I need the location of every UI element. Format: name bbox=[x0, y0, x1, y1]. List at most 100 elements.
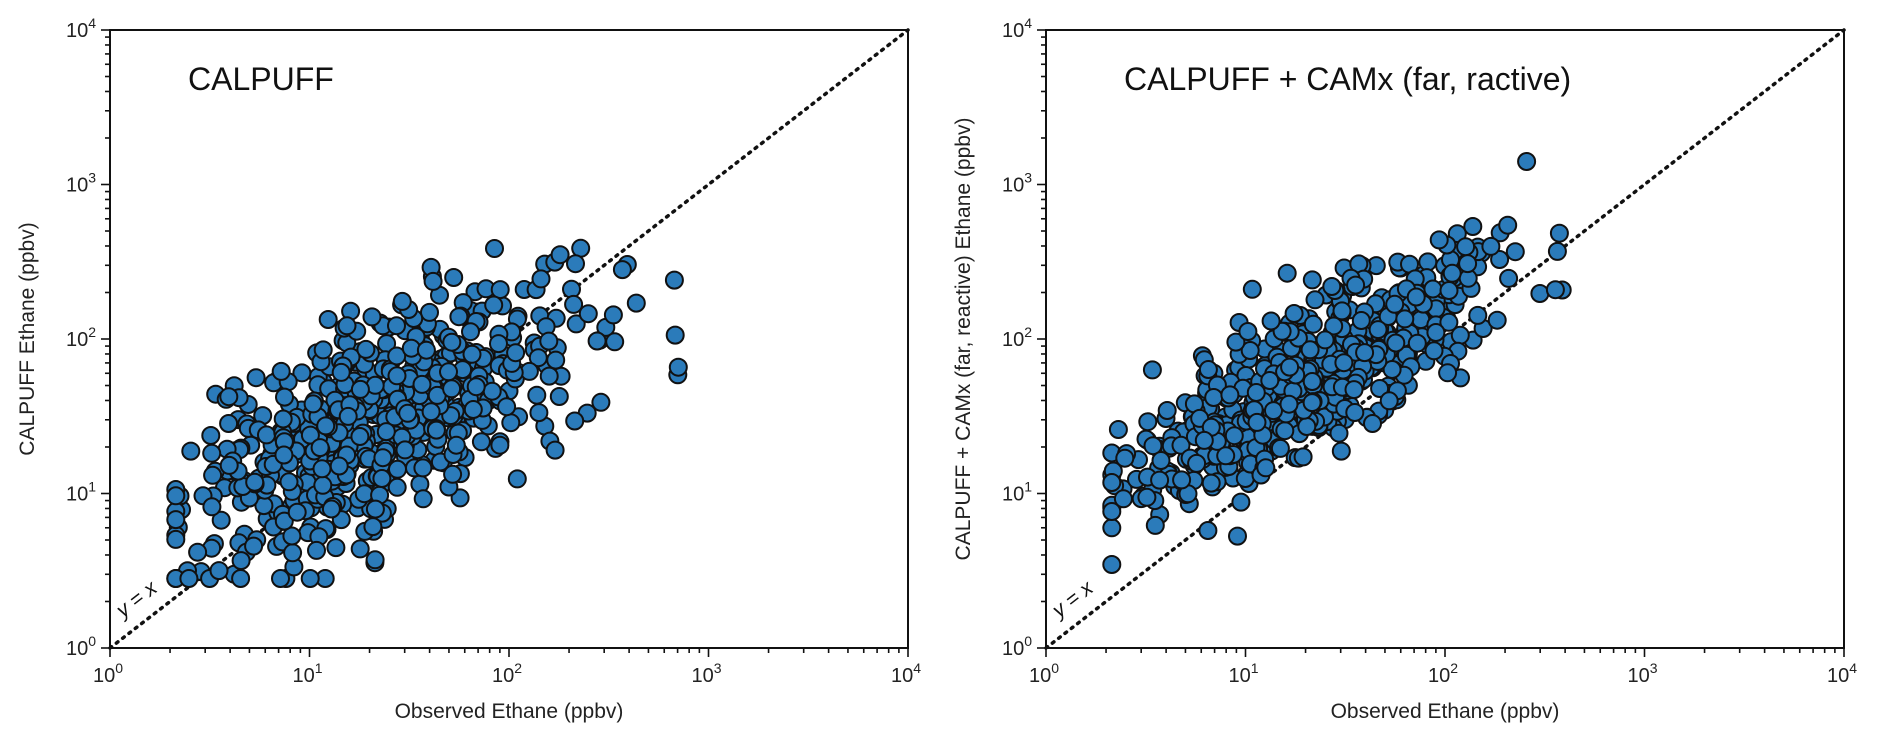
data-point bbox=[482, 381, 502, 401]
data-point bbox=[539, 331, 559, 351]
data-point bbox=[413, 489, 433, 509]
data-point bbox=[282, 526, 302, 546]
data-point bbox=[1439, 312, 1459, 332]
data-point bbox=[1530, 284, 1550, 303]
data-point bbox=[1346, 275, 1366, 295]
data-point bbox=[300, 425, 320, 445]
data-point bbox=[566, 314, 586, 334]
y-tick-label: 100 bbox=[66, 633, 96, 660]
data-point bbox=[506, 343, 526, 363]
data-point bbox=[372, 469, 392, 488]
data-point bbox=[316, 416, 336, 436]
data-point bbox=[1438, 363, 1458, 383]
data-point bbox=[244, 536, 264, 556]
data-point bbox=[612, 260, 632, 280]
data-point bbox=[271, 361, 291, 381]
data-point bbox=[1407, 333, 1427, 353]
data-point bbox=[1344, 380, 1364, 400]
x-tick-label: 103 bbox=[1627, 660, 1657, 687]
data-point bbox=[1458, 254, 1478, 274]
data-point bbox=[1302, 270, 1322, 290]
data-point bbox=[271, 569, 290, 588]
data-point bbox=[202, 443, 222, 463]
panel-title: CALPUFF bbox=[188, 61, 334, 97]
data-point bbox=[246, 368, 266, 388]
data-point bbox=[1115, 448, 1135, 468]
data-point bbox=[211, 510, 231, 530]
data-point bbox=[439, 362, 458, 382]
data-point bbox=[565, 411, 585, 431]
data-point bbox=[426, 420, 446, 440]
y-tick-label: 101 bbox=[66, 479, 96, 506]
x-tick-label: 102 bbox=[492, 660, 522, 687]
data-point bbox=[1302, 393, 1322, 413]
data-point bbox=[1315, 330, 1335, 350]
data-point bbox=[462, 344, 482, 364]
data-point bbox=[300, 569, 320, 588]
data-point bbox=[1194, 430, 1214, 450]
data-point bbox=[420, 302, 439, 322]
data-point bbox=[219, 455, 239, 475]
data-point bbox=[587, 331, 607, 351]
data-point bbox=[1468, 305, 1488, 325]
data-point bbox=[1426, 323, 1446, 342]
data-point bbox=[303, 394, 323, 414]
data-point bbox=[395, 440, 415, 460]
data-point bbox=[1302, 372, 1322, 391]
data-point bbox=[275, 387, 294, 407]
data-point bbox=[1284, 304, 1304, 323]
data-point bbox=[337, 316, 357, 336]
data-point bbox=[179, 569, 199, 588]
data-point bbox=[356, 339, 376, 359]
data-point bbox=[412, 374, 432, 394]
data-point bbox=[1102, 473, 1122, 492]
data-point bbox=[307, 540, 326, 560]
data-point bbox=[1329, 423, 1349, 443]
y-tick-label: 104 bbox=[66, 15, 96, 42]
x-axis-label: Observed Ethane (ppbv) bbox=[395, 700, 624, 723]
x-tick-label: 101 bbox=[1228, 660, 1258, 687]
data-point bbox=[1549, 223, 1569, 243]
data-point bbox=[387, 366, 407, 386]
data-point bbox=[166, 486, 186, 506]
data-point bbox=[318, 310, 338, 329]
data-point bbox=[1547, 241, 1567, 261]
data-point bbox=[1247, 412, 1267, 432]
data-point bbox=[1242, 279, 1262, 299]
data-point bbox=[1423, 279, 1443, 299]
data-point bbox=[1228, 526, 1247, 546]
data-point bbox=[363, 517, 383, 537]
data-point bbox=[1137, 487, 1157, 507]
data-point bbox=[201, 426, 221, 445]
data-point bbox=[245, 472, 265, 492]
data-point bbox=[1198, 521, 1218, 540]
data-point bbox=[446, 435, 466, 455]
data-point bbox=[338, 406, 358, 426]
data-point bbox=[219, 414, 239, 433]
data-point bbox=[1220, 385, 1240, 405]
data-point bbox=[287, 502, 307, 522]
data-point bbox=[1490, 250, 1510, 269]
data-point bbox=[203, 465, 223, 485]
data-point bbox=[1370, 379, 1390, 398]
data-point bbox=[1102, 502, 1122, 521]
data-point bbox=[1481, 236, 1501, 256]
data-point bbox=[1264, 401, 1283, 421]
data-point bbox=[1150, 470, 1170, 490]
data-point bbox=[1379, 391, 1399, 411]
data-point bbox=[1172, 470, 1192, 490]
data-point bbox=[1499, 268, 1519, 288]
data-point bbox=[1198, 360, 1218, 379]
data-point bbox=[1226, 332, 1246, 352]
data-point bbox=[1145, 515, 1165, 535]
y-axis-label: CALPUFF + CAMx (far, reactive) Ethane (p… bbox=[952, 118, 975, 561]
data-point bbox=[1498, 215, 1518, 235]
data-point bbox=[1385, 294, 1405, 314]
data-point bbox=[564, 294, 584, 314]
data-point bbox=[1545, 280, 1565, 300]
x-axis-label: Observed Ethane (ppbv) bbox=[1331, 700, 1560, 723]
data-point bbox=[350, 379, 370, 399]
data-point bbox=[1171, 435, 1191, 455]
